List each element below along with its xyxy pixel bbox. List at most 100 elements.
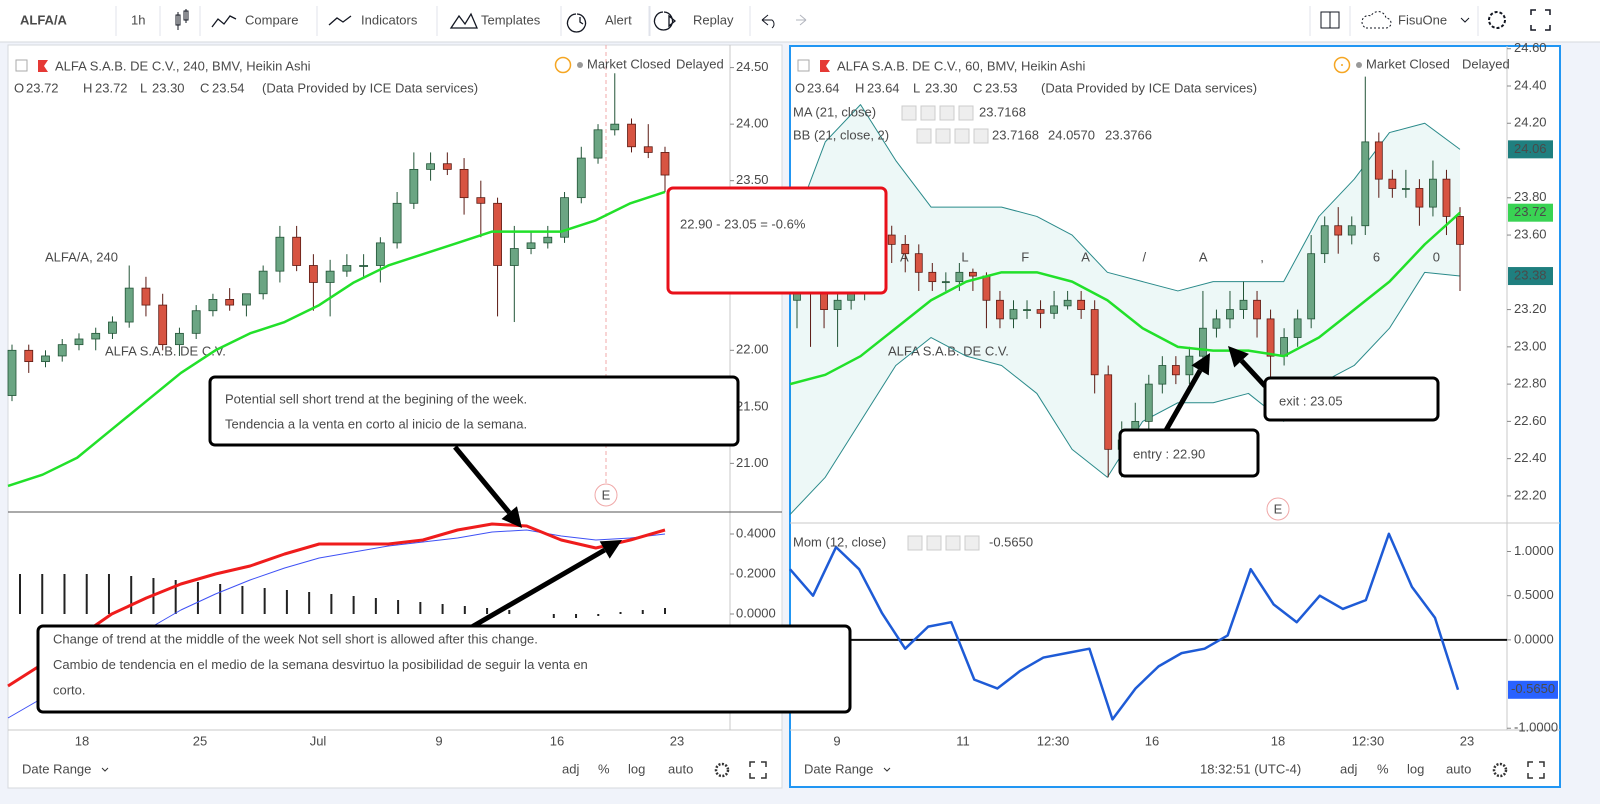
candle-body — [57, 344, 67, 357]
ohlc-label: H — [855, 80, 864, 95]
event-marker[interactable] — [1266, 497, 1290, 521]
indicator-button[interactable] — [964, 535, 980, 551]
settings[interactable] — [1488, 11, 1506, 29]
x-tick-label: 23 — [670, 733, 684, 748]
candle-body — [191, 310, 201, 334]
ohlc-label: O — [795, 80, 805, 95]
undo[interactable] — [761, 14, 775, 29]
toolbar-item[interactable]: Compare — [245, 12, 298, 27]
tool-icon[interactable] — [653, 11, 677, 31]
collapse-icon[interactable] — [15, 59, 28, 72]
candle-body — [610, 123, 620, 131]
candle-body — [914, 253, 923, 273]
symbol[interactable]: ALFA/A — [20, 12, 68, 27]
indicator-button[interactable] — [935, 128, 951, 144]
indicator-button[interactable] — [916, 128, 932, 144]
ohlc-value: 23.54 — [212, 80, 245, 95]
candle-body — [275, 236, 285, 272]
tool-icon[interactable] — [211, 15, 237, 28]
indicator-button[interactable] — [907, 535, 923, 551]
footer-option[interactable]: adj — [562, 761, 579, 776]
date-range[interactable]: Date Range — [22, 761, 91, 776]
toolbar-item[interactable]: Templates — [481, 12, 541, 27]
candle-body — [1226, 309, 1234, 320]
ohlc-value: 23.64 — [867, 80, 900, 95]
price-label: -0.5650 — [1511, 681, 1555, 696]
indicator-button[interactable] — [901, 105, 917, 121]
candle-body — [175, 332, 184, 346]
footer-option[interactable]: % — [1377, 761, 1389, 776]
toolbar-item[interactable]: Replay — [693, 12, 734, 27]
flag — [820, 60, 830, 72]
indicator-button[interactable] — [939, 105, 955, 121]
flag — [38, 60, 48, 72]
y-tick-label: 23.20 — [1514, 301, 1547, 316]
fullscreen[interactable] — [749, 761, 767, 779]
user[interactable]: FisuOne — [1398, 12, 1447, 27]
candle-body — [74, 338, 84, 346]
indicator-button[interactable] — [958, 105, 974, 121]
candle-body — [1171, 365, 1180, 376]
footer-option[interactable]: auto — [668, 761, 693, 776]
date-range[interactable]: Date Range — [804, 761, 873, 776]
tool-icon[interactable] — [566, 13, 587, 33]
bb-upper — [789, 104, 1461, 292]
candle-body — [1239, 299, 1248, 310]
toolbar-item[interactable]: Indicators — [361, 12, 418, 27]
x-tick-label: 9 — [435, 733, 442, 748]
layout-icon[interactable] — [1320, 11, 1340, 29]
footer-option[interactable]: adj — [1340, 761, 1357, 776]
cloud[interactable] — [1361, 11, 1392, 29]
candle-body — [901, 243, 910, 255]
candle-body — [308, 265, 318, 283]
candle-body — [24, 349, 34, 363]
indicator-button[interactable] — [926, 535, 942, 551]
fullscreen[interactable] — [1527, 761, 1545, 779]
x-tick-label: 18 — [75, 733, 89, 748]
content: ALFA/A 1h Compare Indicators Templates Alert R… — [7, 6, 1560, 779]
candle-body — [1144, 383, 1153, 422]
candle-body — [1063, 299, 1072, 307]
y-tick-label: 22.00 — [736, 342, 769, 357]
settings[interactable] — [714, 762, 730, 778]
candle-body — [1293, 318, 1302, 338]
footer-option[interactable]: log — [1407, 761, 1424, 776]
callout — [36, 624, 852, 714]
indicator-button[interactable] — [973, 128, 989, 144]
event-marker[interactable] — [594, 483, 618, 507]
redo[interactable] — [796, 14, 807, 26]
indicator-value: 23.7168 — [992, 127, 1039, 142]
y-tick-label: -1.0000 — [1514, 720, 1558, 735]
watermark-sub: ALFA S.A.B. DE C.V. — [888, 343, 1009, 358]
ohlc-label: L — [140, 80, 147, 95]
tool-icon[interactable] — [328, 15, 352, 26]
indicator-button[interactable] — [945, 535, 961, 551]
arrow-shaft — [453, 445, 512, 515]
candle-body — [158, 304, 168, 346]
fullscreen[interactable] — [1530, 9, 1551, 31]
x-tick-label: 11 — [956, 733, 970, 748]
y-tick-label: 24.20 — [1514, 115, 1547, 130]
candle-body — [1415, 188, 1424, 208]
settings[interactable] — [1492, 762, 1508, 778]
footer-option[interactable]: % — [598, 761, 610, 776]
footer-option[interactable]: auto — [1446, 761, 1471, 776]
toolbar-item[interactable]: Alert — [605, 12, 632, 27]
indicator-button[interactable] — [954, 128, 970, 144]
x-tick-label: Jul — [310, 733, 327, 748]
interval[interactable]: 1h — [131, 12, 145, 27]
indicator-button[interactable] — [920, 105, 936, 121]
x-tick-label: 18 — [1271, 733, 1285, 748]
clock: 18:32:51 (UTC-4) — [1200, 761, 1301, 776]
x-tick-label: 23 — [1460, 733, 1474, 748]
delay-status: Delayed — [1462, 56, 1510, 71]
user-caret[interactable] — [1460, 17, 1470, 23]
footer-option[interactable]: log — [628, 761, 645, 776]
candles-icon[interactable] — [175, 9, 189, 30]
candle-body — [1090, 309, 1099, 376]
candle-body — [292, 236, 302, 266]
tool-icon[interactable] — [449, 12, 478, 29]
collapse-icon[interactable] — [797, 59, 810, 72]
event-label: E — [602, 487, 611, 502]
series-title: ALFA S.A.B. DE C.V., 60, BMV, Heikin Ash… — [837, 58, 1085, 73]
